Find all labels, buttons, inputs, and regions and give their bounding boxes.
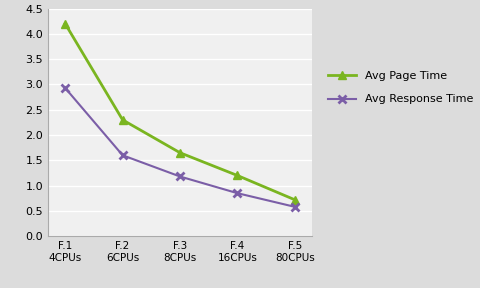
Avg Response Time	[235, 192, 240, 195]
Avg Page Time	[120, 118, 125, 122]
Avg Response Time	[292, 205, 298, 209]
Line: Avg Response Time: Avg Response Time	[61, 84, 299, 211]
Avg Page Time	[62, 22, 68, 26]
Legend: Avg Page Time, Avg Response Time: Avg Page Time, Avg Response Time	[328, 71, 473, 105]
Line: Avg Page Time: Avg Page Time	[61, 20, 299, 204]
Avg Response Time	[120, 154, 125, 157]
Avg Response Time	[62, 86, 68, 90]
Avg Response Time	[177, 175, 183, 178]
Avg Page Time	[292, 198, 298, 202]
Avg Page Time	[177, 151, 183, 154]
Avg Page Time	[235, 174, 240, 177]
